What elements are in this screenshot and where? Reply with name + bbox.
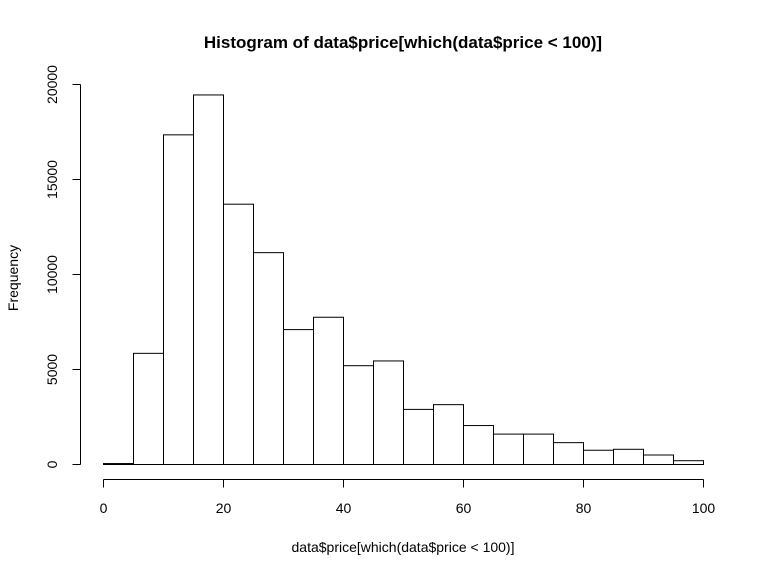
y-tick-label: 0 xyxy=(44,460,60,468)
histogram-bar xyxy=(673,460,704,466)
histogram-bar xyxy=(403,408,434,465)
y-tick-label: 10000 xyxy=(44,255,60,294)
histogram-bar xyxy=(313,316,344,465)
histogram-bar xyxy=(103,463,134,465)
histogram-bar xyxy=(253,252,284,465)
y-axis-label: Frequency xyxy=(5,245,21,311)
histogram-bar xyxy=(433,404,464,465)
bars-group xyxy=(103,94,704,466)
x-tick-label: 60 xyxy=(456,500,472,516)
x-tick-label: 100 xyxy=(692,500,716,516)
histogram-bar xyxy=(583,449,614,465)
histogram-bar xyxy=(643,454,674,465)
histogram-bar xyxy=(343,365,374,466)
y-axis: 0 5000 10000 15000 20000 xyxy=(44,65,81,468)
histogram-bar xyxy=(133,352,164,466)
x-axis: 0 20 40 60 80 100 xyxy=(100,479,716,516)
y-tick-label: 15000 xyxy=(44,160,60,199)
x-tick-label: 0 xyxy=(100,500,108,516)
histogram-bar xyxy=(463,425,494,465)
histogram-bar xyxy=(373,360,404,466)
x-axis-label: data$price[which(data$price < 100)] xyxy=(292,539,515,555)
x-tick-label: 20 xyxy=(216,500,232,516)
histogram-bar xyxy=(283,329,314,465)
chart-title: Histogram of data$price[which(data$price… xyxy=(204,33,602,52)
y-tick-label: 5000 xyxy=(44,354,60,385)
x-tick-label: 80 xyxy=(576,500,592,516)
histogram-bar xyxy=(493,433,524,466)
histogram-bar xyxy=(523,433,554,466)
histogram-bar xyxy=(193,94,224,465)
y-tick-label: 20000 xyxy=(44,65,60,104)
histogram-bar xyxy=(553,442,584,465)
histogram-bar xyxy=(163,134,194,465)
histogram-bar xyxy=(613,448,644,465)
histogram-bar xyxy=(223,203,254,465)
x-tick-label: 40 xyxy=(336,500,352,516)
